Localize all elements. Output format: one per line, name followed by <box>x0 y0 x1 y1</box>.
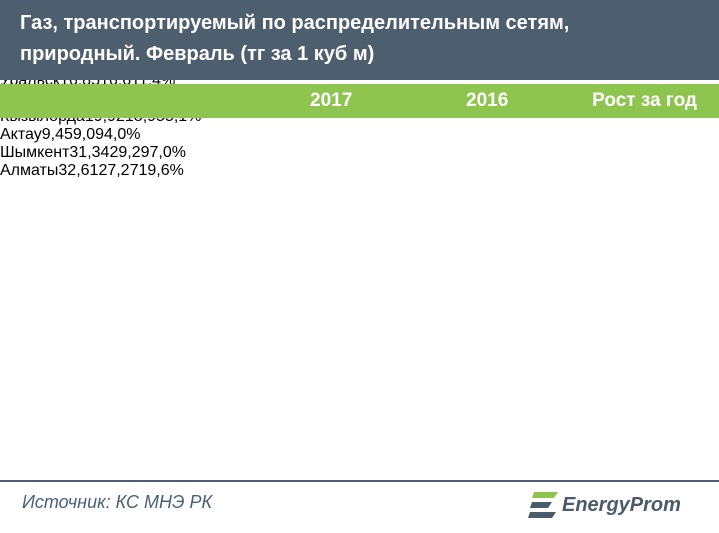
row-label: Алматы <box>0 162 59 179</box>
cell: 19,6% <box>138 162 184 179</box>
cell: 9,09 <box>72 126 104 143</box>
column-label: Рост за год <box>592 90 697 111</box>
cell: 31,34 <box>69 144 110 161</box>
cell: 7,0% <box>149 144 186 161</box>
cell: 27,27 <box>98 162 139 179</box>
cell: 32,61 <box>58 162 99 179</box>
column-label: 2017 <box>310 90 353 111</box>
column-label: 2016 <box>466 90 509 111</box>
row-label: Шымкент <box>0 144 70 161</box>
table-row: Шымкент31,3429,297,0% <box>0 144 719 162</box>
cell: 29,29 <box>109 144 150 161</box>
cell: 4,0% <box>104 126 141 143</box>
logo: EnergyProm <box>562 494 681 516</box>
header: Газ, транспортируемый по распределительн… <box>0 0 719 80</box>
row-label: Актау <box>0 126 42 143</box>
title: Газ, транспортируемый по распределительн… <box>20 12 570 65</box>
source: Источник: КС МНЭ РК <box>22 492 213 512</box>
table-row: Алматы32,6127,2719,6% <box>0 162 719 180</box>
cell: 9,45 <box>41 126 73 143</box>
table-row: Актау9,459,094,0% <box>0 126 719 144</box>
logo-icon <box>528 492 558 518</box>
column-header: 2017 2016 Рост за год <box>0 84 719 118</box>
bottom-rule <box>0 480 719 482</box>
